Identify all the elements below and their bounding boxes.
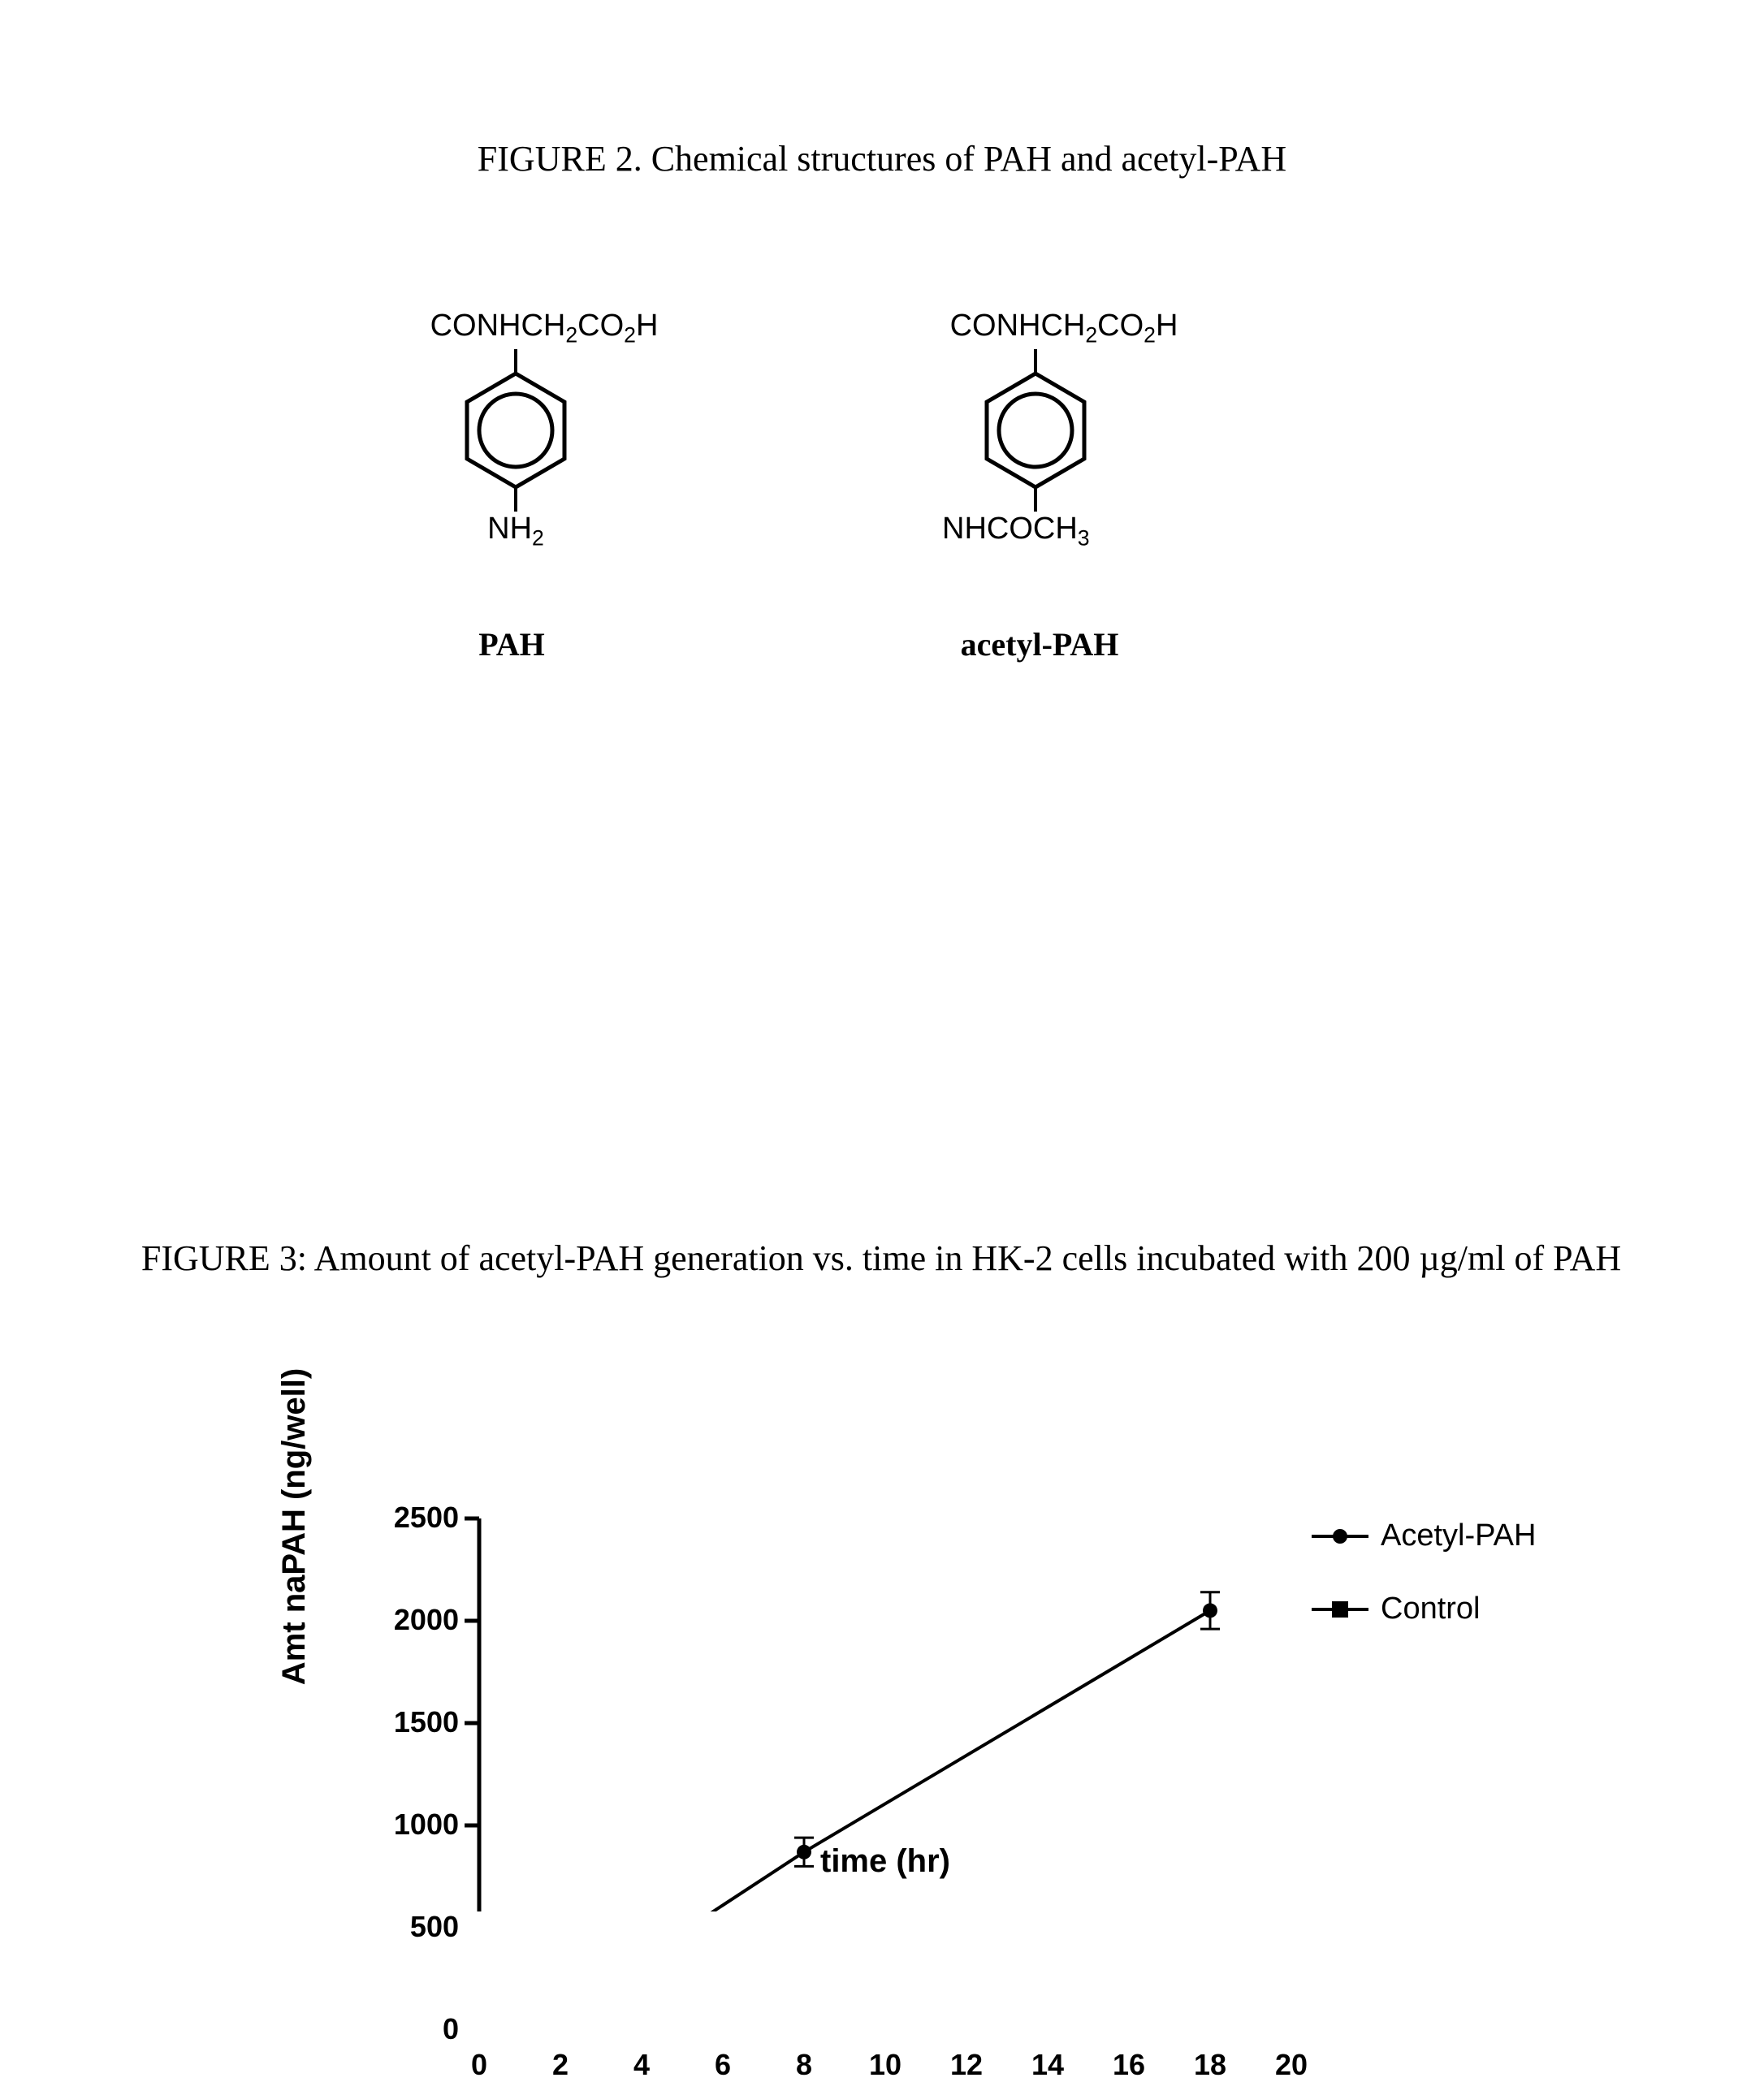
y-tick-label: 1000 [374, 1808, 459, 1842]
y-tick-label: 500 [374, 1910, 459, 1944]
legend-item-control: Control [1381, 1592, 1481, 1626]
x-tick-label: 0 [455, 2048, 504, 2082]
legend-item-acetyl-pah: Acetyl-PAH [1381, 1518, 1536, 1553]
x-tick-label: 2 [536, 2048, 585, 2082]
x-tick-label: 16 [1105, 2048, 1153, 2082]
y-tick-label: 2500 [374, 1501, 459, 1535]
y-tick-label: 2000 [374, 1603, 459, 1637]
y-tick-label: 0 [374, 2012, 459, 2046]
x-tick-label: 10 [861, 2048, 910, 2082]
x-tick-label: 18 [1186, 2048, 1234, 2082]
y-axis-label: Amt naPAH (ng/well) [276, 1271, 313, 1782]
x-tick-label: 8 [780, 2048, 828, 2082]
figure3-chart [0, 0, 1764, 1916]
x-tick-label: 20 [1267, 2048, 1316, 2082]
y-tick-label: 1500 [374, 1705, 459, 1739]
x-tick-label: 12 [942, 2048, 991, 2082]
x-tick-label: 6 [698, 2048, 747, 2082]
x-axis-label: time (hr) [479, 1843, 1291, 1880]
x-tick-label: 14 [1023, 2048, 1072, 2082]
x-tick-label: 4 [617, 2048, 666, 2082]
